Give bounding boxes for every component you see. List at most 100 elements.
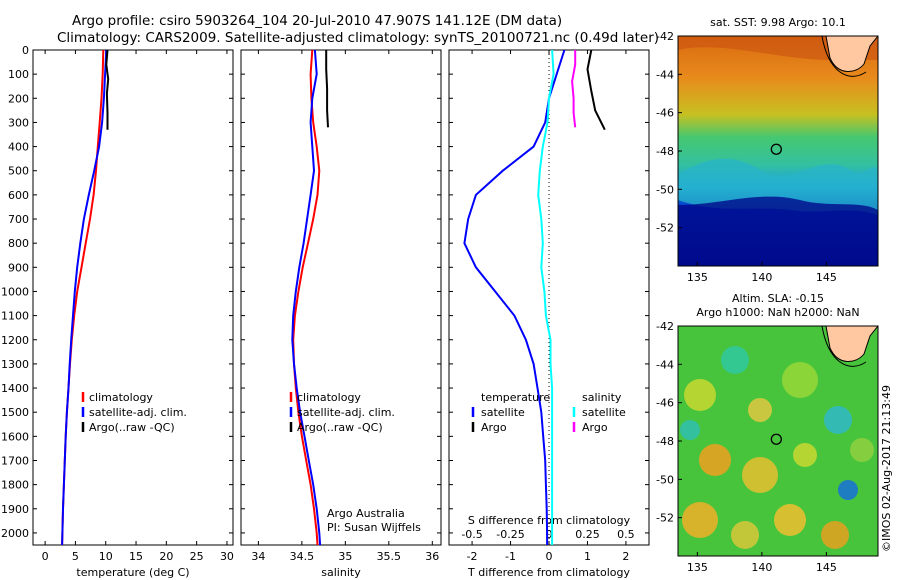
x-tick-label: 34.5: [290, 550, 315, 563]
series-line-satellite: [537, 49, 555, 545]
map-sla-field: [678, 326, 878, 556]
legend-label: Argo: [582, 421, 608, 434]
legend-label: satellite-adj. clim.: [297, 406, 395, 419]
series-line-satellite-adj--clim-: [61, 49, 108, 546]
map-x-tick-label: 140: [751, 561, 772, 574]
x-tick-label: 34: [251, 550, 265, 563]
legend-label: satellite: [481, 406, 525, 419]
y-tick-label: 1500: [1, 406, 29, 419]
map-y-tick-label: -52: [656, 512, 674, 525]
map-x-tick-label: 135: [687, 561, 708, 574]
sla-anomaly: [793, 443, 817, 467]
map-y-tick-label: -44: [656, 358, 674, 371]
bathymetry-contour: [821, 36, 867, 77]
y-tick-label: 500: [8, 165, 29, 178]
x-tick-label: 1: [584, 550, 591, 563]
series-line-argo: [571, 50, 577, 128]
map-title-line1: Altim. SLA: -0.15: [732, 292, 824, 305]
series-line-argo---raw--qc-: [105, 49, 110, 130]
legend-label: Argo(..raw -QC): [297, 421, 383, 434]
x-axis-label: temperature (deg C): [76, 566, 189, 579]
y-tick-label: 1900: [1, 503, 29, 516]
series-line-satellite: [463, 49, 566, 545]
sla-anomaly: [742, 457, 778, 493]
map-title: sat. SST: 9.98 Argo: 10.1: [710, 16, 846, 29]
x-tick-label: -1: [505, 550, 516, 563]
argo-location-marker: [770, 143, 782, 155]
legend-label: climatology: [297, 391, 361, 404]
x-tick-label: -2: [467, 550, 478, 563]
x-tick-label-salinity: -0.25: [496, 528, 524, 541]
x-tick-label: 15: [129, 550, 143, 563]
sst-cold-water: [678, 196, 878, 266]
y-tick-label: 1000: [1, 285, 29, 298]
y-tick-label: 1200: [1, 334, 29, 347]
sla-anomaly: [774, 504, 806, 536]
x-tick-label: 0: [546, 550, 553, 563]
argo-location-marker: [770, 433, 782, 445]
map-y-tick-label: -50: [656, 183, 674, 196]
title-line-1: Argo profile: csiro 5903264_104 20-Jul-2…: [72, 13, 563, 29]
x-axis-label-salinity: S difference from climatology: [468, 514, 631, 527]
y-tick-label: 600: [8, 189, 29, 202]
sla-anomaly: [731, 521, 759, 549]
map-y-tick-label: -52: [656, 222, 674, 235]
sla-anomaly: [680, 420, 700, 440]
sla-anomaly: [748, 398, 772, 422]
map-y-tick-label: -42: [656, 30, 674, 43]
series-line-satellite-adj--clim-: [291, 49, 322, 546]
y-tick-label: 1700: [1, 454, 29, 467]
sla-anomaly: [838, 480, 858, 500]
x-tick-label: 25: [190, 550, 204, 563]
land-tasmania: [825, 36, 878, 72]
map-y-tick-label: -46: [656, 107, 674, 120]
x-tick-label: 20: [159, 550, 173, 563]
y-tick-label: 1800: [1, 479, 29, 492]
x-tick-label: 30: [220, 550, 234, 563]
x-tick-label: 5: [72, 550, 79, 563]
legend-label: satellite-adj. clim.: [89, 406, 187, 419]
series-line-argo---raw--qc-: [325, 50, 329, 128]
y-tick-label: 100: [8, 68, 29, 81]
plot-frame-1: [32, 49, 234, 546]
map-y-tick-label: -44: [656, 68, 674, 81]
sla-anomaly: [850, 438, 874, 462]
y-tick-label: 1100: [1, 310, 29, 323]
y-tick-label: 1600: [1, 430, 29, 443]
x-tick-label: 35: [338, 550, 352, 563]
legend-label: Argo(..raw -QC): [89, 421, 175, 434]
sla-anomaly: [721, 346, 749, 374]
plot-frame-2: [240, 49, 442, 546]
map-y-tick-label: -46: [656, 397, 674, 410]
title-line-2: Climatology: CARS2009. Satellite-adjuste…: [57, 30, 660, 46]
annotation-pi: PI: Susan Wijffels: [327, 521, 421, 534]
y-tick-label: 200: [8, 92, 29, 105]
map-x-tick-label: 145: [816, 271, 837, 284]
x-tick-label: 36: [425, 550, 439, 563]
legend-title-temperature: temperature: [481, 391, 550, 404]
legend-label: satellite: [582, 406, 626, 419]
y-tick-label: 1400: [1, 382, 29, 395]
map-x-tick-label: 135: [687, 271, 708, 284]
map-y-tick-label: -48: [656, 145, 674, 158]
sla-anomaly: [824, 406, 852, 434]
y-tick-label: 0: [22, 44, 29, 57]
land-tasmania: [825, 326, 878, 362]
sla-anomaly: [782, 362, 818, 398]
x-tick-label-salinity: 0.5: [617, 528, 635, 541]
map-x-tick-label: 145: [816, 561, 837, 574]
map-sst-field: [678, 36, 878, 266]
annotation-source: Argo Australia: [327, 507, 405, 520]
y-tick-label: 700: [8, 213, 29, 226]
legend-title-salinity: salinity: [582, 391, 622, 404]
sla-anomaly: [682, 502, 718, 538]
series-line-climatology: [61, 49, 105, 546]
map-y-tick-label: -48: [656, 435, 674, 448]
x-axis-label: salinity: [321, 566, 361, 579]
map-y-tick-label: -42: [656, 320, 674, 333]
sla-anomaly: [699, 444, 731, 476]
y-tick-label: 300: [8, 116, 29, 129]
map-y-tick-label: -50: [656, 473, 674, 486]
map-subtitle: Argo h1000: NaN h2000: NaN: [696, 306, 859, 319]
